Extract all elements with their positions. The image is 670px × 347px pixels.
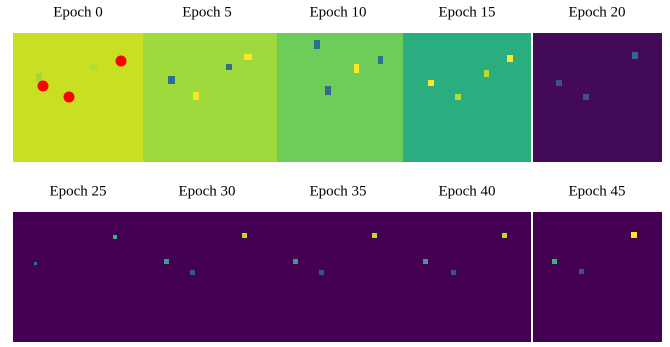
- panel-title: Epoch 30: [178, 183, 235, 199]
- panel-title: Epoch 45: [568, 183, 625, 199]
- panel-image: [533, 212, 662, 342]
- panel-title: Epoch 20: [568, 4, 625, 20]
- panel-image: [403, 33, 531, 162]
- panel-title: Epoch 25: [49, 183, 106, 199]
- panel-image: [533, 33, 662, 162]
- panel-image: [13, 33, 143, 162]
- panel-title: Epoch 35: [309, 183, 366, 199]
- panel-title: Epoch 10: [309, 4, 366, 20]
- panel-image: [277, 33, 403, 162]
- panel-image: [143, 33, 277, 162]
- panel-image: [13, 212, 531, 342]
- panel-title: Epoch 5: [182, 4, 232, 20]
- marker-dots: [37, 55, 127, 103]
- panel-title: Epoch 0: [53, 4, 103, 20]
- panel-title: Epoch 40: [438, 183, 495, 199]
- feature-blobs: [34, 40, 638, 275]
- panel-title: Epoch 15: [438, 4, 495, 20]
